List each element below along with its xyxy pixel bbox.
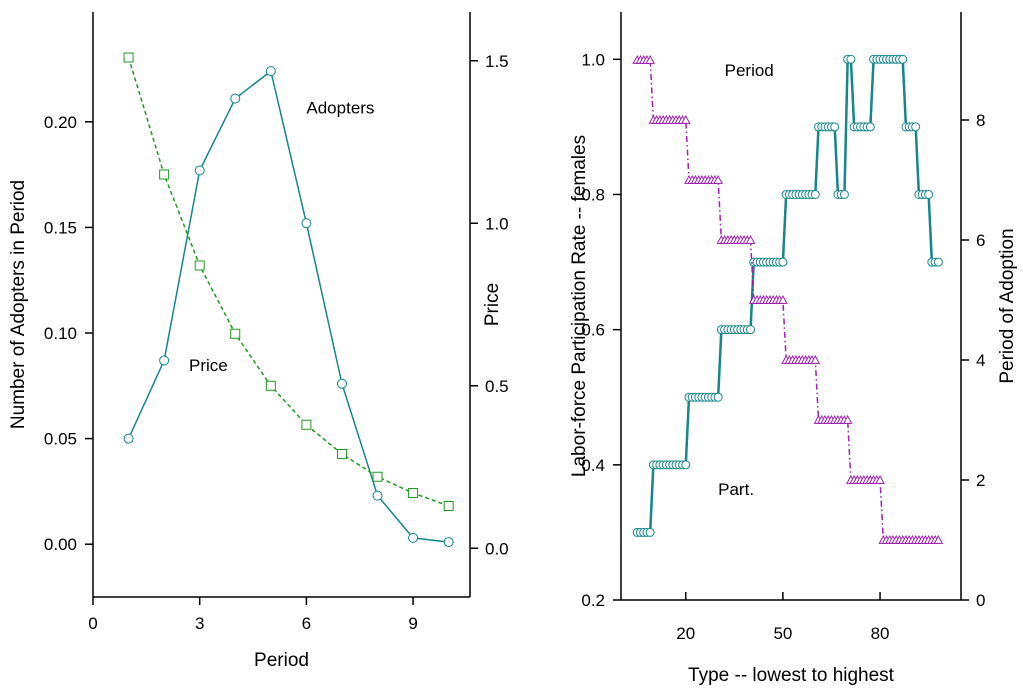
y-axis-left-label: Labor-force Participation Rate -- female… <box>569 135 590 477</box>
series-price-point <box>336 449 347 459</box>
series-price-point <box>194 260 205 271</box>
series-adopters-point <box>408 532 419 543</box>
y-right-tick-label: 6 <box>976 231 985 250</box>
y-left-tick-label: 0.6 <box>581 321 605 340</box>
annotation-label: Period <box>725 61 774 80</box>
series-adopters-point <box>194 165 205 176</box>
series-part-point <box>746 325 756 335</box>
series-part-point <box>830 122 840 132</box>
y-right-tick-label: 1.5 <box>485 52 509 71</box>
series-adopters-point <box>123 433 134 444</box>
series-adopters-point <box>159 355 170 366</box>
annotation-label: Part. <box>718 480 754 499</box>
series-price-point <box>301 419 312 430</box>
y-left-tick-label: 0.2 <box>581 591 605 610</box>
y-right-tick-label: 8 <box>976 111 985 130</box>
series-part-point <box>810 189 820 199</box>
y-left-tick-label: 0.00 <box>44 535 77 554</box>
y-right-tick-label: 2 <box>976 471 985 490</box>
x-tick-label: 3 <box>195 614 204 633</box>
y-axis-right-label: Price <box>482 283 503 326</box>
annotation-label: Adopters <box>306 98 374 117</box>
series-adopters-line <box>127 69 449 543</box>
series-period-point <box>745 234 756 244</box>
series-adopters-point <box>443 537 454 548</box>
x-tick-label: 6 <box>302 614 311 633</box>
series-period-point <box>778 294 788 304</box>
series-period-point <box>875 474 885 484</box>
series-price-point <box>230 328 241 339</box>
series-price-point <box>408 488 419 498</box>
series-price-point <box>159 169 170 180</box>
x-tick-label: 20 <box>676 624 695 643</box>
y-right-tick-label: 0.5 <box>485 377 509 396</box>
series-price-point <box>372 471 383 482</box>
series-part-point <box>933 257 943 267</box>
y-axis-left-label: Number of Adopters in Period <box>8 180 29 429</box>
series-adopters-point <box>265 66 276 77</box>
y-right-tick-label: 0.0 <box>485 539 509 558</box>
y-left-tick-label: 0.15 <box>44 218 77 237</box>
series-price-line <box>127 57 449 507</box>
x-axis-label: Period <box>254 650 309 671</box>
left-panel: 0.00 0.05 0.10 0.15 0.20 0.0 0.5 1.0 1.5 0 3 6 9 Peri… <box>8 12 509 671</box>
right-panel: 0.2 0.4 0.6 0.8 1.0 0 2 4 6 8 20 50 80 Type -- lowest… <box>569 12 1018 686</box>
x-tick-label: 9 <box>408 614 417 633</box>
series-price-point <box>265 380 276 391</box>
series-part-point <box>778 257 788 267</box>
y-left-tick-label: 0.20 <box>44 113 77 132</box>
series-price-point <box>123 52 134 63</box>
series-part-point <box>924 189 934 199</box>
y-right-tick-label: 0 <box>976 591 985 610</box>
series-period-point <box>680 114 691 124</box>
x-tick-label: 80 <box>871 624 890 643</box>
series-part-point <box>681 460 691 470</box>
series-period-point <box>810 354 821 364</box>
y-axis-right-label: Period of Adoption <box>997 228 1018 383</box>
series-part-point <box>645 527 655 537</box>
series-part-point <box>911 122 921 132</box>
y-left-tick-label: 0.05 <box>44 430 77 449</box>
series-period-point <box>645 54 655 64</box>
series-part-point <box>865 122 875 132</box>
y-left-tick-label: 0.10 <box>44 324 77 343</box>
series-period-point <box>842 414 853 424</box>
y-right-tick-label: 4 <box>976 351 985 370</box>
y-right-tick-label: 1.0 <box>485 214 509 233</box>
y-left-tick-label: 0.8 <box>581 185 605 204</box>
series-adopters-point <box>301 218 312 229</box>
series-part-point <box>839 189 849 199</box>
series-adopters-point <box>230 93 241 104</box>
series-adopters-point <box>372 490 383 501</box>
series-period-point <box>933 534 944 544</box>
x-axis-label: Type -- lowest to highest <box>688 665 895 686</box>
series-period-point <box>713 174 723 184</box>
annotation-label: Price <box>189 356 228 375</box>
y-left-tick-label: 0.4 <box>581 456 605 475</box>
series-part-point <box>898 54 908 64</box>
y-left-tick-label: 1.0 <box>581 50 605 69</box>
series-adopters-point <box>336 378 347 389</box>
x-tick-label: 50 <box>773 624 792 643</box>
series-part-point <box>846 54 856 64</box>
series-part-point <box>713 392 723 402</box>
series-price-point <box>443 501 454 511</box>
x-tick-label: 0 <box>88 614 97 633</box>
